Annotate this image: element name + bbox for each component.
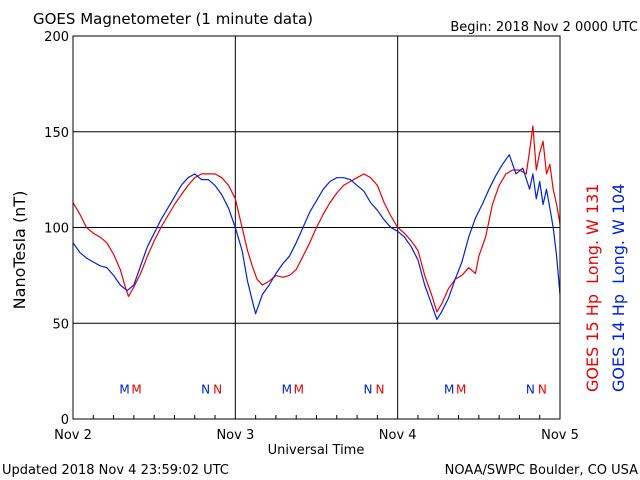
x-tick-label: Nov 3	[216, 428, 254, 443]
event-marker: M	[119, 382, 129, 396]
begin-time: Begin: 2018 Nov 2 0000 UTC	[450, 20, 638, 35]
series-line-goes14	[72, 154, 561, 320]
legend-goes14: GOES 14 Hp Long. W 104	[609, 184, 628, 392]
y-axis-ticks: 0 50 100 150 200	[44, 30, 69, 428]
event-marker: N	[364, 382, 373, 396]
event-marker: M	[294, 382, 304, 396]
y-axis-label: NanoTesla (nT)	[10, 191, 29, 310]
event-marker: M	[444, 382, 454, 396]
event-marker: M	[456, 382, 466, 396]
y-tick-label: 150	[44, 126, 69, 141]
event-marker: N	[376, 382, 385, 396]
event-marker: N	[538, 382, 547, 396]
event-marker: N	[526, 382, 535, 396]
updated-time: Updated 2018 Nov 4 23:59:02 UTC	[2, 463, 229, 478]
y-tick-label: 50	[52, 317, 69, 332]
event-marker: M	[131, 382, 141, 396]
x-tick-label: Nov 4	[379, 428, 417, 443]
data-series	[72, 125, 561, 320]
series-line-goes15	[72, 125, 561, 313]
x-axis-label: Universal Time	[268, 443, 365, 458]
y-tick-label: 0	[61, 413, 69, 428]
chart-title: GOES Magnetometer (1 minute data)	[33, 10, 313, 28]
x-tick-label: Nov 5	[541, 428, 579, 443]
y-tick-label: 100	[44, 222, 69, 237]
x-tick-label: Nov 2	[54, 428, 92, 443]
y-tick-label: 200	[44, 30, 69, 45]
credit: NOAA/SWPC Boulder, CO USA	[445, 463, 638, 478]
x-axis-ticks: Nov 2 Nov 3 Nov 4 Nov 5	[54, 415, 579, 443]
event-marker: N	[201, 382, 210, 396]
legend-goes15: GOES 15 Hp Long. W 131	[583, 184, 602, 392]
event-marker: N	[213, 382, 222, 396]
event-marker: M	[282, 382, 292, 396]
